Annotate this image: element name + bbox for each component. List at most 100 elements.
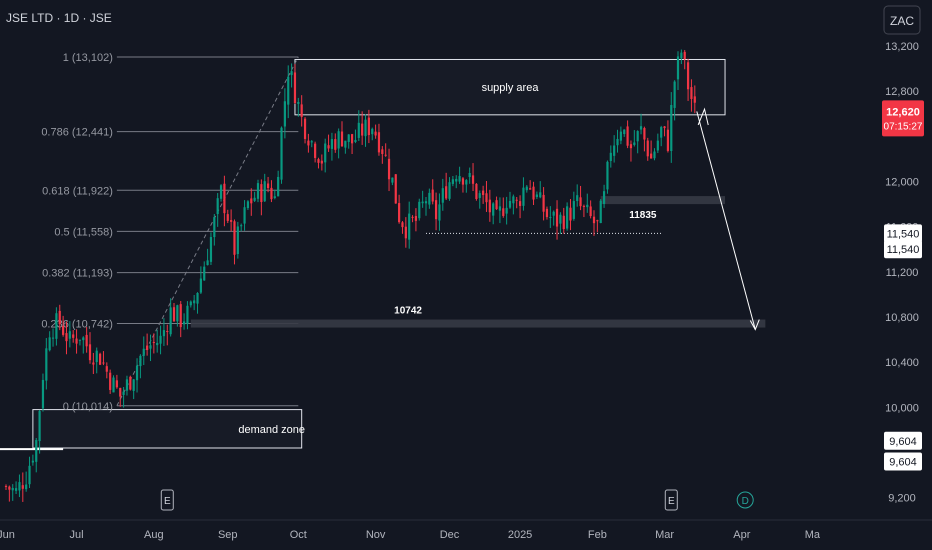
level-band[interactable]	[190, 319, 766, 328]
candle-body	[11, 487, 14, 491]
candle-body	[327, 145, 330, 149]
candle-body	[451, 179, 454, 184]
candle	[62, 315, 65, 337]
fib-label: 0.618 (11,922)	[42, 185, 113, 197]
candle-body	[189, 301, 192, 306]
candle-body	[401, 222, 404, 228]
candle	[431, 179, 434, 205]
level-band[interactable]	[600, 196, 726, 205]
currency-button[interactable]: ZAC	[883, 5, 921, 35]
candle-body	[283, 101, 286, 127]
currency-button-label[interactable]: ZAC	[890, 14, 914, 28]
price-tick-label: 10,800	[885, 312, 919, 324]
candle	[102, 351, 105, 366]
fib-retracement[interactable]: 1 (13,102) 0.786 (12,441) 0.618 (11,922) 0.…	[41, 52, 299, 413]
candle-body	[542, 194, 545, 212]
candle-body	[656, 140, 659, 151]
candle-body	[650, 153, 653, 159]
candle	[193, 294, 196, 311]
candle-body	[428, 192, 431, 205]
event-label: E	[668, 496, 675, 507]
candle-body	[88, 344, 92, 361]
candle-body	[492, 203, 495, 216]
candle-body	[337, 131, 340, 149]
zone-box-1[interactable]	[32, 409, 303, 449]
candle	[602, 184, 606, 208]
candle	[337, 128, 340, 159]
earnings-marker[interactable]	[664, 489, 678, 511]
candle-body	[297, 101, 300, 104]
candle	[51, 328, 55, 347]
candle-body	[65, 333, 68, 342]
candle-body	[193, 300, 196, 304]
price-tag-bg	[884, 431, 922, 450]
candle	[636, 130, 639, 154]
candle-body	[626, 126, 629, 146]
candle-body	[535, 194, 538, 197]
candle-body	[320, 160, 323, 164]
candle	[629, 140, 633, 162]
price-tags: 11,540 11,540 9,604 9,604 12,620 07:15:27	[882, 100, 924, 471]
candle	[219, 184, 223, 202]
candle	[650, 140, 653, 159]
time-tick-label: Ma	[805, 529, 821, 541]
candle-body	[505, 207, 508, 214]
price-tag-label: 9,604	[889, 457, 917, 469]
candle	[448, 177, 451, 201]
candle-body	[162, 330, 166, 337]
time-tick-label: Oct	[290, 529, 307, 541]
candle	[344, 140, 347, 154]
candle	[374, 124, 377, 139]
candle	[535, 191, 538, 199]
candle	[41, 373, 45, 412]
time-tick-label: Dec	[440, 529, 460, 541]
earnings-marker[interactable]	[160, 489, 174, 511]
level-lines[interactable]: 11835 10742	[0, 196, 766, 451]
candle	[206, 248, 209, 266]
annotations[interactable]: supply area demand zone	[238, 82, 760, 436]
time-tick-label: Nov	[366, 529, 386, 541]
candle	[125, 375, 129, 396]
candle-body	[31, 460, 34, 463]
candle-body	[613, 145, 616, 156]
candle-body	[146, 345, 149, 351]
candle-body	[132, 379, 135, 391]
target-arrow-line[interactable]	[696, 111, 756, 330]
candle	[277, 170, 280, 197]
candles	[4, 49, 696, 502]
candle-body	[206, 260, 209, 266]
candle	[539, 181, 542, 199]
dividend-marker[interactable]	[736, 491, 754, 509]
candle-body	[324, 143, 327, 163]
candle-body	[576, 195, 579, 202]
candle	[522, 177, 525, 211]
candle-body	[646, 140, 649, 157]
price-tag-bg	[884, 240, 922, 259]
candle-body	[639, 126, 643, 130]
candle-body	[377, 132, 381, 153]
candle-body	[149, 345, 152, 349]
currency-button-bg[interactable]	[883, 5, 921, 35]
candle-body	[445, 186, 448, 199]
candle-body	[673, 81, 676, 108]
candle	[596, 219, 599, 233]
candle	[290, 63, 293, 88]
candle	[340, 121, 344, 148]
candle	[135, 358, 139, 393]
time-axis[interactable]: Jun Jul Aug Sep Oct Nov Dec 2025 Feb Mar Apr Ma	[0, 529, 821, 541]
candle-body	[253, 197, 256, 201]
candle	[8, 485, 11, 502]
candle	[367, 109, 370, 144]
candle-body	[529, 188, 532, 190]
price-tag-bg	[884, 452, 922, 471]
candle-body	[303, 118, 307, 139]
candle	[676, 51, 680, 91]
candle-body	[159, 335, 162, 344]
candle	[408, 201, 411, 249]
candle-body	[394, 174, 397, 204]
candle-body	[367, 117, 370, 136]
candle	[656, 133, 659, 154]
candle	[492, 202, 495, 225]
